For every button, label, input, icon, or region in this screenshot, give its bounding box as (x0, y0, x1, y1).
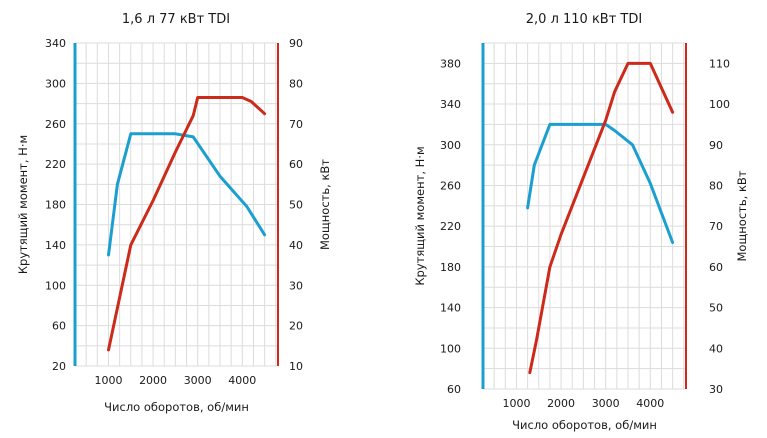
x-tick: 1000 (502, 397, 530, 410)
y-tick-right: 110 (709, 57, 730, 70)
power-line (528, 61, 675, 375)
torque-line (526, 122, 675, 244)
y-tick-right: 80 (709, 179, 723, 192)
y-tick-right: 90 (289, 37, 303, 50)
y-axis-title-right: Мощность, кВт (318, 159, 332, 250)
y-tick-right: 70 (289, 118, 303, 131)
chart-panel-1: 1,6 л 77 кВт TDI 20 60 100 140 180 220 260 300 34… (16, 12, 332, 414)
y-tick-left: 140 (45, 239, 66, 252)
y-axis-title-left: Крутящий момент, Н·м (16, 135, 30, 274)
y-tick-left: 220 (440, 220, 461, 233)
y-tick-left: 100 (45, 279, 66, 292)
x-tick: 3000 (592, 397, 620, 410)
y-tick-left: 60 (52, 320, 66, 333)
y-axis-title-right: Мощность, кВт (735, 170, 749, 261)
y-tick-right: 50 (289, 199, 303, 212)
y-tick-left: 380 (440, 57, 461, 70)
x-tick: 4000 (636, 397, 664, 410)
y-tick-left: 20 (52, 360, 66, 373)
y-tick-left: 300 (440, 139, 461, 152)
y-tick-right: 100 (709, 98, 730, 111)
y-tick-left: 180 (45, 199, 66, 212)
chart-title: 2,0 л 110 кВт TDI (526, 12, 642, 27)
y-tick-left: 100 (440, 342, 461, 355)
y-axis-title-left: Крутящий момент, Н·м (413, 146, 427, 285)
x-tick: 4000 (228, 374, 256, 387)
y-tick-right: 70 (709, 220, 723, 233)
y-tick-right: 40 (289, 239, 303, 252)
chart-title: 1,6 л 77 кВт TDI (122, 12, 230, 27)
y-tick-right: 80 (289, 77, 303, 90)
torque-line (107, 132, 267, 257)
x-tick: 2000 (139, 374, 167, 387)
chart-panel-2: 2,0 л 110 кВт TDI 60 100 140 180 220 260 300 340… (413, 12, 749, 432)
y-tick-left: 220 (45, 158, 66, 171)
y-tick-left: 340 (440, 98, 461, 111)
y-tick-left: 340 (45, 37, 66, 50)
y-tick-left: 260 (45, 118, 66, 131)
x-tick: 1000 (94, 374, 122, 387)
y-tick-right: 10 (289, 360, 303, 373)
y-tick-right: 50 (709, 302, 723, 315)
power-line (107, 96, 267, 352)
y-tick-right: 60 (289, 158, 303, 171)
y-tick-left: 140 (440, 302, 461, 315)
y-tick-right: 90 (709, 139, 723, 152)
x-axis-title: Число оборотов, об/мин (512, 418, 657, 432)
y-tick-left: 260 (440, 179, 461, 192)
y-tick-right: 30 (709, 383, 723, 396)
x-tick: 2000 (547, 397, 575, 410)
y-tick-left: 180 (440, 261, 461, 274)
x-tick: 3000 (184, 374, 212, 387)
y-tick-right: 40 (709, 342, 723, 355)
y-tick-right: 60 (709, 261, 723, 274)
y-tick-left: 60 (447, 383, 461, 396)
y-tick-right: 20 (289, 320, 303, 333)
y-tick-right: 30 (289, 279, 303, 292)
x-axis-title: Число оборотов, об/мин (104, 400, 249, 414)
y-tick-left: 300 (45, 77, 66, 90)
